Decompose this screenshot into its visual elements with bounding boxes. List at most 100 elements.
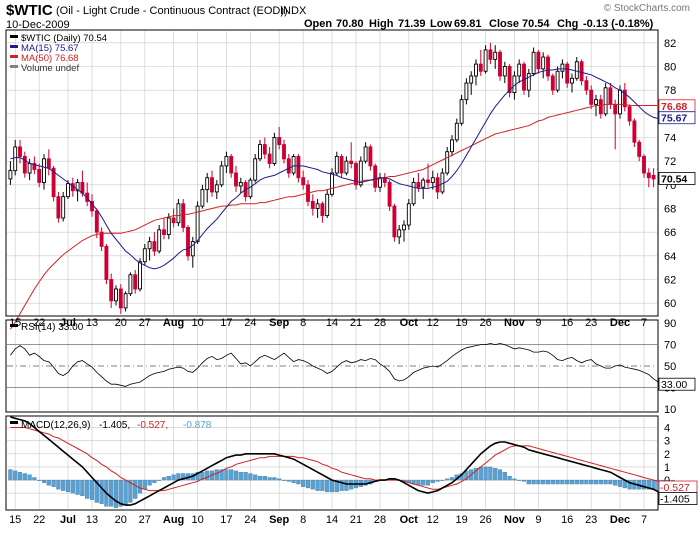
candle-body: [282, 144, 286, 160]
candle-body: [27, 163, 32, 174]
candle-body: [186, 226, 190, 257]
candle-body: [618, 89, 622, 115]
macd-histogram-bar: [70, 479, 75, 494]
price-legend-swatch: [10, 65, 18, 68]
candle-body: [75, 182, 80, 192]
price-tick-label: 66: [664, 227, 676, 239]
macd-histogram-bar: [13, 470, 18, 481]
candle-body: [46, 158, 51, 169]
price-layer: [8, 42, 678, 330]
rsi-legend-label: RSI(14) 33.00: [21, 322, 84, 333]
macd-histogram-bar: [80, 479, 85, 497]
candle-body: [445, 151, 450, 174]
macd-histogram-bar: [521, 479, 527, 482]
candle-body: [210, 177, 214, 193]
low-label: Low: [430, 18, 452, 30]
macd-histogram-bar: [233, 470, 239, 481]
close-label: Close: [489, 18, 519, 30]
price-tick-label: 78: [664, 85, 676, 97]
candle-body: [61, 196, 66, 219]
macd-histogram-bar: [262, 475, 267, 481]
x-axis-label: Jul: [60, 514, 76, 526]
candle-body: [42, 158, 46, 183]
candle-body: [18, 146, 22, 157]
ma50-line: [9, 103, 678, 330]
candle-body: [483, 49, 488, 72]
candle-body: [642, 155, 646, 174]
x-axis-label: 13: [86, 317, 98, 329]
x-axis-label: 10: [191, 317, 203, 329]
price-panel-frame: [5, 29, 659, 317]
macd-signal-line: [10, 427, 678, 492]
candle-body: [13, 146, 18, 172]
price-legend-label: $WTIC (Daily) 70.54: [21, 33, 107, 44]
macd-histogram-bar: [536, 479, 541, 485]
candle-body: [66, 183, 70, 198]
close-value: 70.54: [522, 18, 550, 30]
chg-label: Chg: [557, 18, 578, 30]
macd-histogram-bar: [526, 479, 531, 485]
candle-body: [267, 153, 272, 164]
candle-body: [133, 274, 138, 290]
candle-body: [560, 63, 565, 72]
candle-body: [421, 179, 426, 188]
macd-legend-label: -0.878: [183, 420, 212, 431]
x-axis-label: 15: [9, 514, 21, 526]
x-axis-label: 9: [535, 317, 541, 329]
candle-body: [229, 155, 234, 174]
watermark: © StockCharts.com: [604, 3, 690, 14]
candle-body: [411, 182, 416, 205]
candle-body: [147, 241, 152, 250]
candle-body: [406, 203, 411, 226]
price-end-label-box: [658, 111, 696, 125]
chart-date: 10-Dec-2009: [6, 19, 70, 31]
candle-body: [570, 77, 574, 84]
macd-histogram-bar: [344, 479, 349, 491]
candle-body: [37, 168, 42, 183]
candle-body: [99, 231, 104, 247]
candle-body: [627, 106, 632, 122]
candle-body: [56, 196, 61, 219]
macd-histogram-bar: [579, 479, 584, 485]
chg-value: -0.13 (-0.18%): [583, 18, 654, 30]
x-axis-label: 23: [585, 514, 597, 526]
macd-histogram-bar: [281, 479, 287, 481]
x-axis-label: 16: [561, 514, 573, 526]
macd-tick-label: 4: [664, 423, 670, 435]
macd-histogram-bar: [123, 479, 128, 506]
macd-histogram-bar: [296, 479, 301, 485]
x-axis-label: 12: [427, 514, 439, 526]
axis-layer: 60626466687072747678808276.6875.6770.541…: [9, 38, 698, 526]
x-axis-label: 9: [535, 514, 541, 526]
macd-histogram-bar: [171, 474, 176, 481]
price-legend-swatch: [10, 55, 18, 58]
x-axis-label: 10: [191, 514, 203, 526]
candle-body: [205, 177, 210, 191]
macd-histogram-bar: [301, 479, 306, 487]
candle-body: [142, 248, 147, 263]
macd-histogram-bar: [430, 479, 435, 483]
x-axis-label: Sep: [269, 514, 289, 526]
candle-body: [574, 61, 579, 79]
chart-symbol: $WTIC: [6, 2, 53, 19]
candle-body: [594, 99, 598, 105]
candle-body: [22, 155, 27, 174]
macd-histogram-bar: [598, 479, 603, 485]
macd-tick-label: 2: [664, 449, 670, 461]
candle-body: [426, 179, 430, 183]
price-legend-label: MA(50) 76.68: [21, 53, 79, 64]
candle-body: [320, 203, 325, 217]
macd-histogram-bar: [608, 479, 613, 485]
candle-body: [234, 172, 238, 187]
candle-body: [109, 279, 114, 302]
x-axis-label: 12: [427, 317, 439, 329]
candle-body: [176, 203, 181, 224]
x-axis-label: 21: [350, 514, 362, 526]
candle-body: [310, 200, 315, 209]
candle-body: [526, 73, 531, 91]
candle-body: [8, 170, 13, 180]
candle-body: [430, 177, 435, 183]
macd-layer: [8, 416, 678, 508]
macd-end-label-box: [658, 492, 698, 505]
